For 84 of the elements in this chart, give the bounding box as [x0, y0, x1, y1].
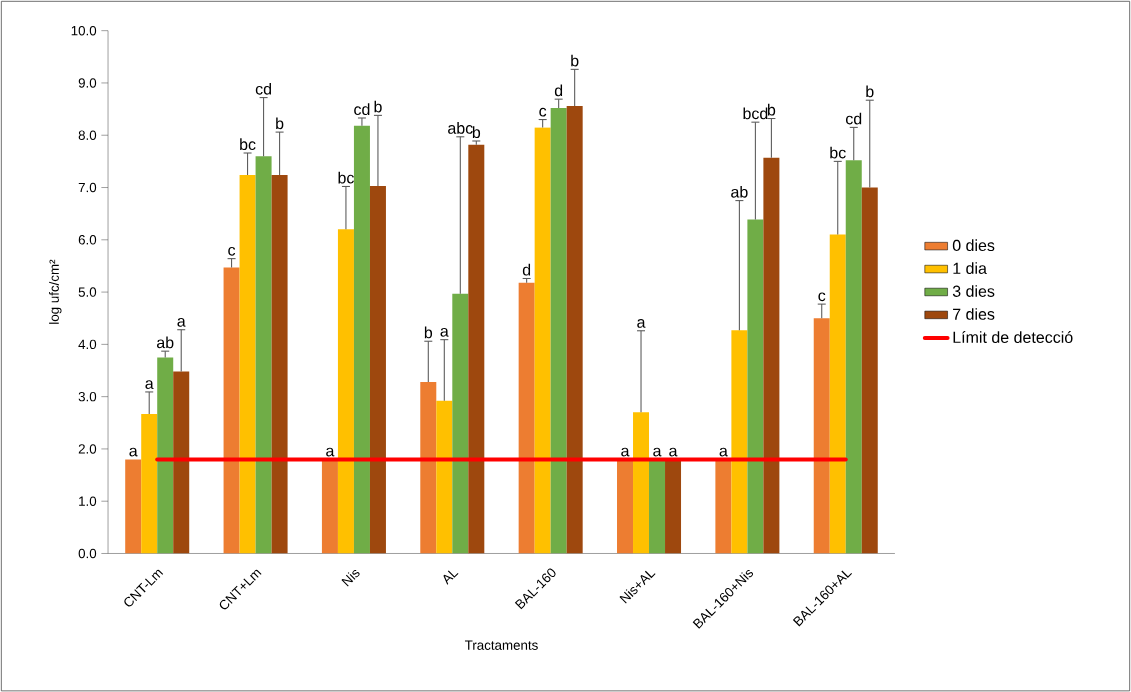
bar — [223, 267, 240, 554]
bar — [845, 160, 862, 554]
annotation: bcd — [743, 107, 768, 120]
annotation: b — [571, 54, 579, 67]
annotation: b — [276, 117, 284, 130]
bar — [271, 174, 288, 554]
legend-label: 7 dies — [953, 308, 995, 320]
annotation: b — [767, 103, 776, 116]
annotation: a — [719, 447, 728, 457]
annotation: bc — [240, 138, 256, 150]
y-tick-label: 5.0 — [78, 287, 97, 297]
annotation: ab — [731, 185, 748, 198]
bar — [813, 318, 830, 554]
x-tick-label: AL — [443, 570, 459, 585]
bar — [731, 330, 748, 554]
legend-label: 1 dia — [953, 262, 987, 274]
bar — [321, 459, 338, 554]
bar — [633, 412, 650, 554]
annotation: c — [228, 246, 236, 256]
y-tick-label: 10.0 — [71, 25, 97, 36]
annotation: b — [424, 326, 433, 339]
annotation: c — [818, 292, 826, 302]
annotation: bc — [830, 146, 846, 159]
bar — [829, 234, 846, 554]
y-axis-title: log ufc/cm² — [49, 259, 62, 324]
annotation: a — [440, 327, 449, 337]
y-tick-label: 7.0 — [78, 182, 97, 193]
bar — [468, 144, 485, 554]
legend-label: 3 dies — [952, 285, 995, 297]
bar — [157, 357, 174, 554]
annotation: a — [145, 380, 154, 389]
annotation: d — [522, 263, 531, 276]
bar — [125, 459, 142, 554]
annotation: abc — [448, 122, 473, 134]
bar — [617, 459, 634, 554]
bar — [420, 381, 437, 554]
annotation: b — [374, 100, 382, 113]
bar — [715, 459, 732, 554]
y-tick-label: 9.0 — [78, 78, 97, 88]
bar — [369, 185, 386, 554]
y-tick-label: 2.0 — [78, 444, 97, 454]
annotation: cd — [845, 112, 862, 125]
bar — [518, 282, 535, 554]
legend-label: Límit de detecció — [953, 330, 1073, 343]
annotation: c — [539, 107, 547, 117]
bar — [255, 156, 272, 554]
y-tick-label: 3.0 — [78, 391, 97, 402]
annotation: b — [866, 85, 874, 98]
annotation: a — [669, 447, 678, 457]
annotation: bc — [338, 171, 354, 184]
y-tick-label: 0.0 — [78, 548, 97, 559]
y-tick-label: 4.0 — [78, 339, 97, 349]
annotation: b — [472, 126, 481, 138]
annotation: a — [129, 447, 138, 457]
bar — [566, 105, 583, 554]
bar — [452, 293, 469, 554]
annotation: a — [653, 447, 662, 457]
annotation: cd — [354, 103, 370, 115]
bar — [550, 107, 567, 554]
y-tick-label: 1.0 — [79, 496, 97, 506]
annotation: a — [621, 447, 630, 457]
bar — [665, 459, 682, 554]
annotation: a — [326, 447, 335, 457]
bar — [649, 459, 666, 554]
bar — [534, 127, 551, 554]
x-tick-label: Nis — [341, 569, 360, 587]
bar — [436, 400, 453, 554]
bar — [353, 125, 370, 554]
bar — [747, 219, 764, 554]
x-axis-title: Tractaments — [464, 640, 538, 650]
bar — [763, 157, 780, 554]
bar — [239, 174, 256, 554]
annotation: ab — [156, 336, 174, 349]
bar — [337, 229, 354, 554]
bar — [173, 371, 190, 554]
annotation: cd — [255, 82, 271, 95]
y-tick-label: 6.0 — [78, 234, 97, 245]
y-tick-label: 8.0 — [78, 130, 97, 140]
bar — [861, 187, 878, 554]
legend-label: 0 dies — [952, 239, 995, 251]
annotation: a — [637, 318, 646, 328]
annotation: d — [554, 84, 563, 97]
bar — [141, 413, 158, 554]
annotation: a — [177, 317, 186, 327]
